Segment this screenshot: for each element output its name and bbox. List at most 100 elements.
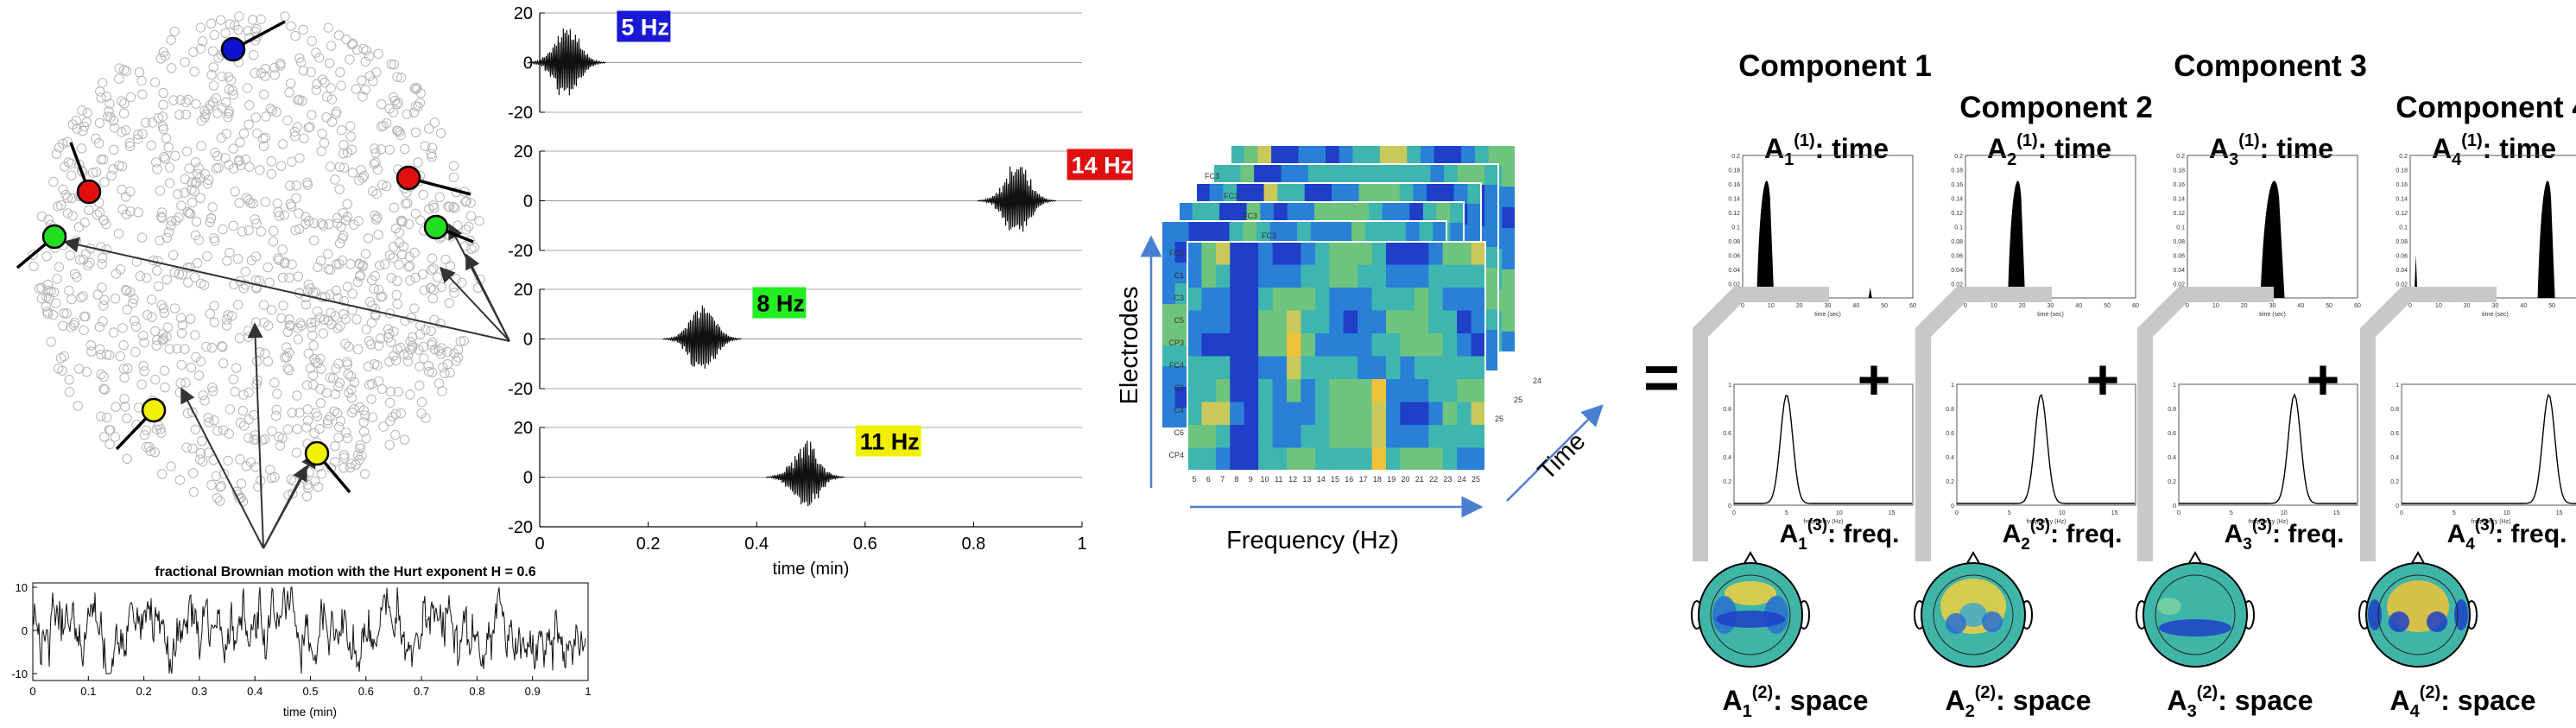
grid-dot bbox=[384, 104, 395, 114]
grid-dot bbox=[331, 364, 341, 374]
grid-dot bbox=[379, 259, 390, 269]
grid-dot bbox=[260, 71, 270, 81]
grid-dot bbox=[53, 364, 64, 374]
grid-dot bbox=[66, 193, 77, 204]
grid-dot bbox=[187, 197, 198, 208]
time-y-tick-label: 0.08 bbox=[1951, 239, 1963, 245]
grid-dot bbox=[199, 105, 210, 116]
tensor-side-label: 25 bbox=[1495, 415, 1503, 423]
tensor-cell bbox=[1174, 366, 1189, 388]
frequency-tick-label: 8 bbox=[1234, 475, 1238, 484]
tensor-cell bbox=[1196, 183, 1211, 205]
tensor-cell bbox=[1301, 310, 1316, 334]
tensor-cell bbox=[1329, 242, 1345, 265]
grid-dot bbox=[369, 159, 379, 169]
tensor-cell bbox=[1329, 402, 1345, 426]
signal-y-tick-label: -20 bbox=[508, 518, 533, 537]
time-x-tick-label: 10 bbox=[2212, 303, 2219, 309]
grid-dot bbox=[60, 189, 71, 200]
grid-dot bbox=[451, 356, 462, 366]
tensor-cell bbox=[1314, 264, 1330, 288]
grid-dot bbox=[345, 259, 356, 269]
freq-x-tick-label: 0 bbox=[2400, 510, 2403, 516]
grid-dot bbox=[194, 454, 206, 465]
grid-dot bbox=[183, 94, 193, 105]
grid-dot bbox=[260, 64, 270, 74]
grid-dot bbox=[150, 374, 161, 385]
grid-dot bbox=[155, 235, 165, 246]
head-outline bbox=[2365, 562, 2471, 668]
dipole-source bbox=[41, 224, 67, 250]
grid-dot bbox=[160, 50, 171, 61]
grid-dot bbox=[234, 332, 245, 344]
tensor-cell bbox=[1187, 379, 1202, 402]
grid-dot bbox=[198, 390, 208, 401]
grid-dot bbox=[312, 306, 323, 317]
grid-dot bbox=[384, 440, 395, 450]
grid-dot bbox=[261, 111, 271, 122]
grid-dot bbox=[273, 206, 283, 218]
time-y-tick-label: 0.12 bbox=[1728, 211, 1740, 217]
grid-dot bbox=[64, 387, 75, 397]
freq-mode-label: A2(3): freq. bbox=[2003, 516, 2123, 554]
freq-x-tick-label: 5 bbox=[2230, 510, 2233, 516]
time-mode-label: A2(1): time bbox=[1987, 131, 2111, 169]
grid-dot bbox=[161, 232, 173, 243]
grid-dot bbox=[125, 92, 136, 103]
grid-dot bbox=[36, 282, 47, 294]
tensor-cell bbox=[1244, 356, 1259, 380]
grid-dot bbox=[324, 218, 334, 230]
grid-dot bbox=[307, 370, 319, 381]
tensor-cell bbox=[1467, 204, 1482, 225]
grid-dot bbox=[260, 197, 270, 207]
grid-dot bbox=[66, 170, 77, 180]
tensor-cell bbox=[1414, 402, 1429, 426]
outer-product-bracket bbox=[1693, 287, 1829, 561]
grid-dot bbox=[356, 165, 366, 175]
tensor-cell bbox=[1405, 221, 1421, 243]
grid-dot bbox=[95, 344, 105, 354]
time-x-tick-label: 50 bbox=[2548, 303, 2555, 309]
grid-dot bbox=[196, 116, 207, 126]
grid-dot bbox=[225, 19, 236, 29]
tensor-cell bbox=[1442, 356, 1458, 380]
head-inner-ring bbox=[1933, 574, 2014, 655]
grid-dot bbox=[420, 141, 430, 151]
grid-dot bbox=[370, 309, 381, 320]
signal-x-tick-label: 0.4 bbox=[744, 535, 769, 554]
tensor-cell bbox=[1502, 228, 1516, 250]
grid-dot bbox=[217, 71, 227, 82]
grid-dot bbox=[284, 87, 294, 98]
grid-dot bbox=[400, 315, 410, 326]
grid-dot bbox=[252, 128, 263, 139]
grid-dot bbox=[282, 424, 293, 434]
grid-dot bbox=[244, 194, 254, 206]
frequency-label-box bbox=[752, 287, 807, 319]
grid-dot bbox=[368, 76, 378, 86]
grid-dot bbox=[326, 83, 336, 93]
time-mode-label: A4(1): time bbox=[2432, 131, 2556, 169]
grid-dot bbox=[250, 462, 261, 472]
grid-dot bbox=[209, 301, 219, 311]
grid-dot bbox=[189, 187, 199, 197]
grid-dot bbox=[180, 377, 191, 388]
grid-dot bbox=[230, 187, 240, 197]
grid-dot bbox=[58, 184, 68, 195]
signal-y-tick-label: -20 bbox=[508, 380, 533, 399]
grid-dot bbox=[345, 54, 355, 65]
grid-dot bbox=[59, 308, 69, 319]
grid-dot bbox=[408, 107, 420, 117]
time-y-tick-label: 0.1 bbox=[1731, 225, 1740, 231]
grid-dot bbox=[238, 128, 250, 139]
grid-dot bbox=[415, 380, 425, 390]
frequency-tick-label: 10 bbox=[1260, 475, 1269, 484]
grid-dot bbox=[28, 261, 39, 271]
grid-dot bbox=[403, 218, 415, 230]
grid-dot bbox=[176, 359, 187, 370]
grid-dot bbox=[347, 168, 358, 178]
tensor-cell bbox=[1250, 183, 1265, 205]
tensor-cell bbox=[1329, 264, 1345, 288]
freq-y-tick-label: 0.6 bbox=[1946, 431, 1954, 437]
tensor-cell bbox=[1386, 425, 1401, 448]
